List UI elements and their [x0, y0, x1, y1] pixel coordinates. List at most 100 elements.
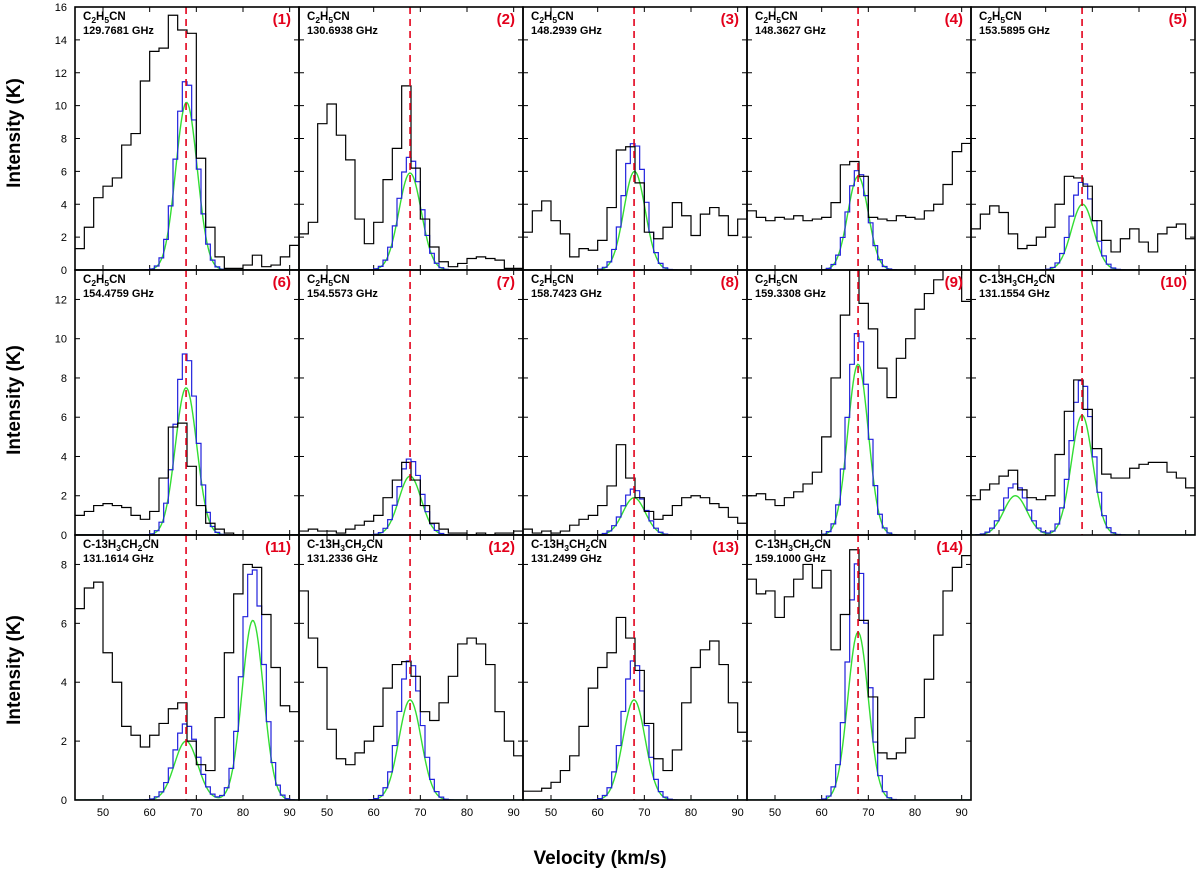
model-total-histogram	[747, 333, 971, 535]
species-label: C-13H3CH2CN	[307, 539, 383, 553]
species-label-part: 5	[1000, 15, 1005, 25]
species-label-part: C-13H	[83, 539, 116, 551]
observed-spectrum	[299, 590, 523, 766]
panel-frame	[522, 6, 748, 271]
x-tick-label: 70	[862, 807, 874, 819]
y-tick-label: 8	[61, 559, 67, 571]
panel-frame	[970, 6, 1196, 271]
y-tick-label: 14	[55, 35, 67, 47]
species-label-part: C	[755, 11, 763, 23]
y-tick-label: 0	[61, 795, 67, 807]
panel-number: (10)	[1160, 274, 1187, 291]
frequency-label: 159.1000 GHz	[755, 553, 826, 565]
species-label-part: 3	[340, 543, 345, 553]
species-label-part: H	[96, 274, 104, 286]
frequency-label: 159.3308 GHz	[755, 288, 826, 300]
y-axis-title-row-2: Intensity (K)	[4, 345, 25, 455]
species-label-part: CH	[569, 539, 586, 551]
x-tick-label: 50	[545, 807, 557, 819]
species-label-part: 2	[810, 543, 815, 553]
species-label-part: CH	[793, 539, 810, 551]
species-label-part: 2	[138, 543, 143, 553]
panel-frame	[746, 534, 972, 801]
species-label-part: 5	[104, 15, 109, 25]
species-label-part: CN	[781, 274, 798, 286]
frequency-label: 129.7681 GHz	[83, 25, 154, 37]
species-label-part: 5	[552, 278, 557, 288]
y-axis-title-row-3: Intensity (K)	[4, 615, 25, 725]
model-total-histogram	[75, 569, 299, 800]
panel-2-plot	[299, 85, 523, 270]
panel-number: (5)	[1169, 11, 1187, 28]
species-label-part: H	[320, 11, 328, 23]
observed-spectrum	[971, 175, 1195, 253]
x-tick-label: 80	[909, 807, 921, 819]
observed-spectrum	[971, 379, 1195, 501]
y-tick-label: 10	[55, 334, 67, 346]
observed-spectrum	[523, 444, 747, 534]
panel-number: (3)	[721, 11, 739, 28]
y-tick-label: 2	[61, 491, 67, 503]
panel-number: (9)	[945, 274, 963, 291]
species-label-part: C	[83, 274, 91, 286]
panel-number: (2)	[497, 11, 515, 28]
species-label-part: H	[992, 11, 1000, 23]
x-tick-label: 80	[461, 807, 473, 819]
x-tick-label: 90	[284, 807, 296, 819]
model-total-histogram	[75, 81, 299, 270]
panel-frame	[970, 269, 1196, 536]
y-tick-label: 4	[61, 199, 67, 211]
panel-frame	[74, 534, 300, 801]
species-label-part: 3	[788, 543, 793, 553]
observed-spectrum	[299, 85, 523, 269]
species-label-part: C-13H	[307, 539, 340, 551]
y-tick-label: 12	[55, 294, 67, 306]
species-label: C-13H3CH2CN	[979, 274, 1055, 288]
panel-number: (1)	[273, 11, 291, 28]
observed-spectrum	[747, 270, 971, 507]
frequency-label: 131.1554 GHz	[979, 288, 1050, 300]
panel-frame	[74, 6, 300, 271]
species-label-part: H	[96, 11, 104, 23]
x-tick-label: 90	[508, 807, 520, 819]
panel-number: (4)	[945, 11, 963, 28]
species-label: C2H5CN	[83, 11, 126, 25]
panel-14-plot	[747, 549, 971, 800]
species-label-part: CH	[345, 539, 362, 551]
frequency-label: 130.6938 GHz	[307, 25, 378, 37]
model-total-histogram	[523, 488, 747, 535]
y-tick-label: 2	[61, 736, 67, 748]
species-label-part: 2	[315, 278, 320, 288]
species-label-part: C	[307, 11, 315, 23]
species-label-part: CN	[109, 11, 126, 23]
model-total-histogram	[747, 563, 971, 800]
species-label-part: 2	[315, 15, 320, 25]
species-label-part: H	[768, 11, 776, 23]
x-tick-label: 50	[769, 807, 781, 819]
y-tick-label: 10	[55, 101, 67, 113]
x-tick-label: 80	[685, 807, 697, 819]
observed-spectrum	[523, 146, 747, 258]
y-tick-label: 8	[61, 373, 67, 385]
frequency-label: 158.7423 GHz	[531, 288, 602, 300]
panel-number: (7)	[497, 274, 515, 291]
species-label: C2H5CN	[531, 11, 574, 25]
species-label-part: 3	[1012, 278, 1017, 288]
panel-frame	[74, 269, 300, 536]
observed-spectrum	[747, 142, 971, 222]
panel-number: (8)	[721, 274, 739, 291]
panel-5-plot	[971, 175, 1195, 270]
species-label-part: 5	[104, 278, 109, 288]
panel-number: (6)	[273, 274, 291, 291]
observed-spectrum	[75, 422, 299, 535]
frequency-label: 153.5895 GHz	[979, 25, 1050, 37]
